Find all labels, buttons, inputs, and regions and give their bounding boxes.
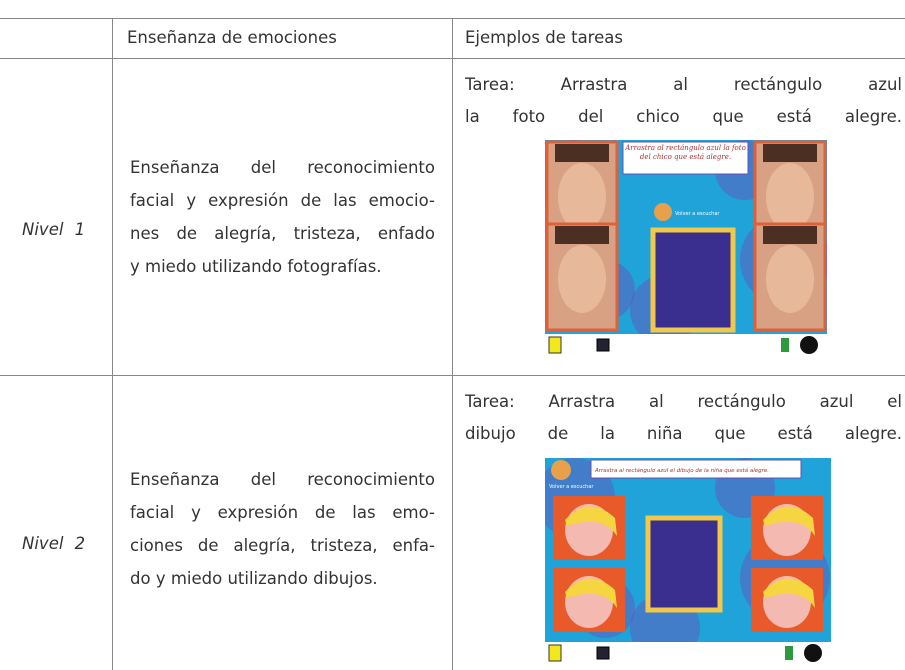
hair <box>763 226 817 244</box>
icon <box>804 644 822 662</box>
face <box>558 163 606 231</box>
teaching-line: facial y expresión de las emo- <box>130 503 435 522</box>
hair <box>763 144 817 162</box>
target-rectangle <box>650 227 736 333</box>
task-line: Tarea: Arrastra al rectángulo azul el <box>465 392 902 411</box>
banner: Arrastra al rectángulo azul la foto del … <box>625 144 746 161</box>
button-label: Volver a escuchar <box>549 484 594 490</box>
banner-box <box>590 459 802 479</box>
rule <box>452 18 453 670</box>
banner-text: Arrastra al rectángulo azul la foto del … <box>625 144 746 161</box>
icon <box>785 646 793 660</box>
teaching-line: ciones de alegría, tristeza, enfa- <box>130 536 435 555</box>
toolbar <box>545 334 827 356</box>
task-line: Tarea: Arrastra al rectángulo azul <box>465 75 902 94</box>
level-badge <box>548 336 562 354</box>
button-label: Volver a escuchar <box>675 211 720 217</box>
teaching-line: y miedo utilizando fotografías. <box>130 257 382 276</box>
hair <box>555 226 609 244</box>
icon <box>800 336 818 354</box>
save-icon <box>596 646 610 660</box>
teaching-line: Enseñanza del reconocimiento <box>130 158 435 177</box>
level-badge <box>548 644 562 662</box>
toolbar <box>545 642 831 664</box>
monkey-icon <box>654 203 672 221</box>
hair <box>565 506 617 536</box>
monkey-icon <box>551 460 571 480</box>
banner-text: Arrastra al rectángulo azul el dibujo de… <box>594 467 769 474</box>
header-cell: Ejemplos de tareas <box>465 28 623 47</box>
save-icon <box>596 338 610 352</box>
face <box>766 245 814 313</box>
teaching-line: nes de alegría, tristeza, enfado <box>130 224 435 243</box>
level-label: Nivel 1 <box>22 220 86 239</box>
banner-box <box>622 141 749 175</box>
face <box>558 245 606 313</box>
hair <box>565 578 617 608</box>
rule <box>112 18 113 670</box>
hair <box>555 144 609 162</box>
header-cell: Enseñanza de emociones <box>127 28 337 47</box>
level-label: Nivel 2 <box>22 534 86 553</box>
hair <box>763 506 815 536</box>
hair <box>763 578 815 608</box>
task-line: la foto del chico que está alegre. <box>465 107 902 126</box>
task-screenshot: Arrastra al rectángulo azul la foto del … <box>545 140 827 356</box>
target-rectangle <box>645 515 723 613</box>
teaching-line: facial y expresión de las emocio- <box>130 191 435 210</box>
task-line: dibujo de la niña que está alegre. <box>465 424 902 443</box>
icon <box>781 338 789 352</box>
task-screenshot: Arrastra al rectángulo azul el dibujo de… <box>545 458 831 664</box>
face <box>766 163 814 231</box>
teaching-line: do y miedo utilizando dibujos. <box>130 569 378 588</box>
teaching-line: Enseñanza del reconocimiento <box>130 470 435 489</box>
